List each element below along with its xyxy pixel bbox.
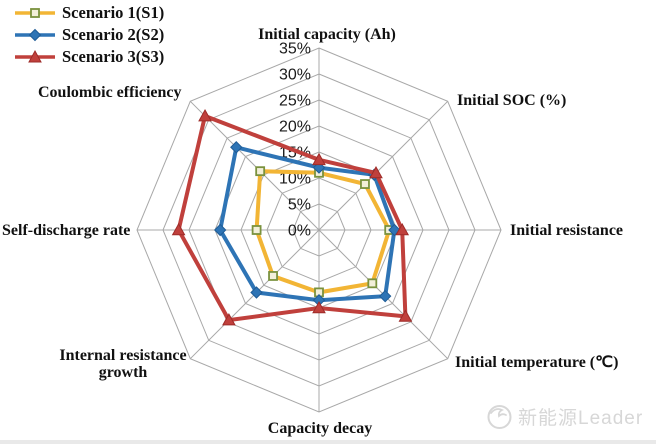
legend-label-scenario-1: Scenario 1(S1) [62,3,165,22]
legend-label-scenario-2: Scenario 2(S2) [62,25,165,44]
axis-label-coulombic-efficiency: Coulombic efficiency [38,84,182,101]
legend-marker-icon [28,49,42,63]
axis-label-self-discharge-rate: Self-discharge rate [2,222,131,239]
radial-tick-label: 0% [288,223,311,240]
legend-item-scenario-2: Scenario 2(S2) [14,25,164,45]
watermark-logo-icon [487,405,512,429]
axis-label-initial-resistance: Initial resistance [510,222,624,239]
legend-label-scenario-3: Scenario 3(S3) [62,47,165,66]
bottom-edge-strip [0,440,656,444]
radial-tick-label: 5% [288,197,311,214]
axis-spoke [318,100,449,231]
axis-label-capacity-decay: Capacity decay [267,420,373,437]
radial-tick-label: 30% [279,67,311,84]
axis-spoke [189,100,320,231]
radial-tick-label: 35% [279,41,311,58]
data-point-marker [268,271,278,281]
data-point-marker [222,313,236,326]
axis-label-initial-temperature: Initial temperature (℃) [455,354,619,371]
legend-item-scenario-1: Scenario 1(S1) [14,3,164,23]
data-point-marker [251,225,262,235]
chart-legend: Scenario 1(S1) Scenario 2(S2) Scenario 3… [14,3,164,69]
data-point-marker [360,179,370,189]
axis-label-initial-capacity: Initial capacity (Ah) [258,26,396,43]
radial-tick-label: 20% [279,119,311,136]
data-point-marker [312,300,326,314]
data-point-marker [395,222,410,236]
data-point-marker [398,309,413,322]
data-point-marker [369,165,383,179]
watermark-text: 新能源Leader [518,408,644,429]
legend-swatch-scenario-3-icon [15,49,55,63]
data-point-marker [213,223,227,237]
legend-item-scenario-3: Scenario 3(S3) [14,47,164,67]
data-point-marker [255,166,266,177]
radial-tick-label: 10% [279,171,311,188]
legend-marker-icon [30,8,40,18]
data-point-marker [230,141,243,154]
data-point-marker [367,278,378,289]
data-point-marker [250,286,263,299]
radial-tick-label: 25% [279,93,311,110]
watermark: 新能源Leader [486,403,643,430]
legend-marker-icon [28,28,42,42]
axis-label-initial-soc: Initial SOC (%) [457,92,567,109]
data-point-marker [171,222,186,236]
legend-swatch-scenario-1-icon [15,8,55,18]
data-point-marker [198,108,212,122]
data-point-marker [312,152,326,166]
data-point-marker [378,289,392,303]
legend-swatch-scenario-2-icon [15,28,55,42]
axis-label-internal-resistance-growth: Internal resistance growth [59,347,187,382]
